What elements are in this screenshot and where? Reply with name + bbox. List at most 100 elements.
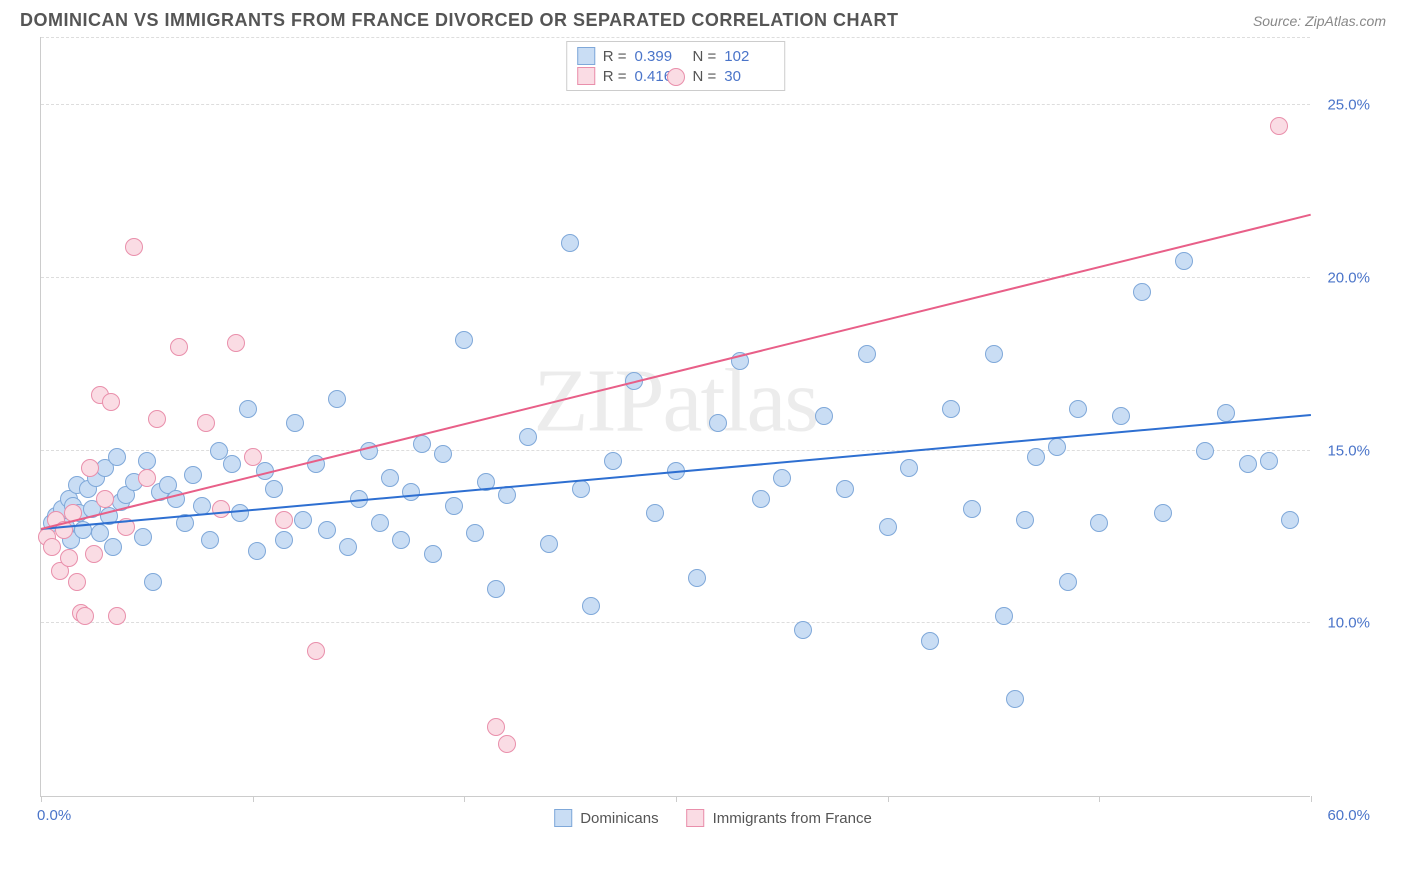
scatter-point [244,448,262,466]
scatter-point [265,480,283,498]
scatter-point [85,545,103,563]
scatter-point [381,469,399,487]
grid-line [41,104,1310,105]
scatter-point [138,469,156,487]
x-tick [1099,796,1100,802]
scatter-point [688,569,706,587]
x-tick [888,796,889,802]
stat-n-label: N = [693,68,717,85]
x-tick [253,796,254,802]
scatter-point [275,531,293,549]
scatter-point [942,400,960,418]
grid-line [41,450,1310,451]
scatter-point [197,414,215,432]
scatter-point [371,514,389,532]
scatter-point [646,504,664,522]
chart-container: Divorced or Separated ZIPatlas R =0.399N… [40,37,1386,797]
grid-line [41,277,1310,278]
legend-swatch [577,47,595,65]
scatter-point [68,573,86,591]
scatter-point [1175,252,1193,270]
scatter-point [900,459,918,477]
x-tick [676,796,677,802]
legend-label: Dominicans [580,810,658,827]
legend-swatch [577,67,595,85]
scatter-point [1016,511,1034,529]
stat-n-value: 102 [724,48,774,65]
scatter-point [487,718,505,736]
scatter-point [794,621,812,639]
scatter-point [1239,455,1257,473]
scatter-point [125,238,143,256]
scatter-point [223,455,241,473]
scatter-point [572,480,590,498]
scatter-point [184,466,202,484]
scatter-point [1027,448,1045,466]
scatter-point [667,68,685,86]
stat-r-label: R = [603,48,627,65]
x-min-label: 0.0% [37,807,71,824]
y-tick-label: 20.0% [1327,269,1370,286]
legend-item: Dominicans [554,809,658,827]
chart-title: DOMINICAN VS IMMIGRANTS FROM FRANCE DIVO… [20,10,899,31]
chart-source: Source: ZipAtlas.com [1253,13,1386,29]
stat-n-value: 30 [724,68,774,85]
scatter-point [227,334,245,352]
x-tick [464,796,465,802]
stats-legend-row: R =0.399N =102 [577,46,775,66]
scatter-point [836,480,854,498]
scatter-point [773,469,791,487]
scatter-point [1006,690,1024,708]
stat-n-label: N = [693,48,717,65]
scatter-point [995,607,1013,625]
scatter-point [170,338,188,356]
scatter-point [1270,117,1288,135]
trend-line [41,214,1311,530]
scatter-point [1260,452,1278,470]
scatter-point [339,538,357,556]
scatter-point [498,735,516,753]
scatter-point [985,345,1003,363]
scatter-point [144,573,162,591]
scatter-point [1048,438,1066,456]
x-tick [41,796,42,802]
scatter-point [1090,514,1108,532]
scatter-point [102,393,120,411]
scatter-point [540,535,558,553]
scatter-point [519,428,537,446]
scatter-point [1196,442,1214,460]
scatter-point [879,518,897,536]
scatter-point [1154,504,1172,522]
scatter-point [108,607,126,625]
scatter-point [466,524,484,542]
scatter-point [487,580,505,598]
scatter-point [81,459,99,477]
scatter-point [455,331,473,349]
scatter-point [231,504,249,522]
scatter-point [963,500,981,518]
scatter-point [815,407,833,425]
plot-area: ZIPatlas R =0.399N =102R =0.416N =30 10.… [40,37,1310,797]
scatter-point [318,521,336,539]
scatter-point [1059,573,1077,591]
scatter-point [709,414,727,432]
scatter-point [445,497,463,515]
scatter-point [138,452,156,470]
scatter-point [148,410,166,428]
scatter-point [1069,400,1087,418]
scatter-point [275,511,293,529]
legend-swatch [554,809,572,827]
scatter-point [248,542,266,560]
bottom-legend: DominicansImmigrants from France [554,809,872,827]
scatter-point [1281,511,1299,529]
y-tick-label: 25.0% [1327,97,1370,114]
x-tick [1311,796,1312,802]
scatter-point [104,538,122,556]
scatter-point [212,500,230,518]
y-tick-label: 15.0% [1327,442,1370,459]
scatter-point [582,597,600,615]
scatter-point [239,400,257,418]
scatter-point [134,528,152,546]
grid-line [41,37,1310,38]
scatter-point [424,545,442,563]
